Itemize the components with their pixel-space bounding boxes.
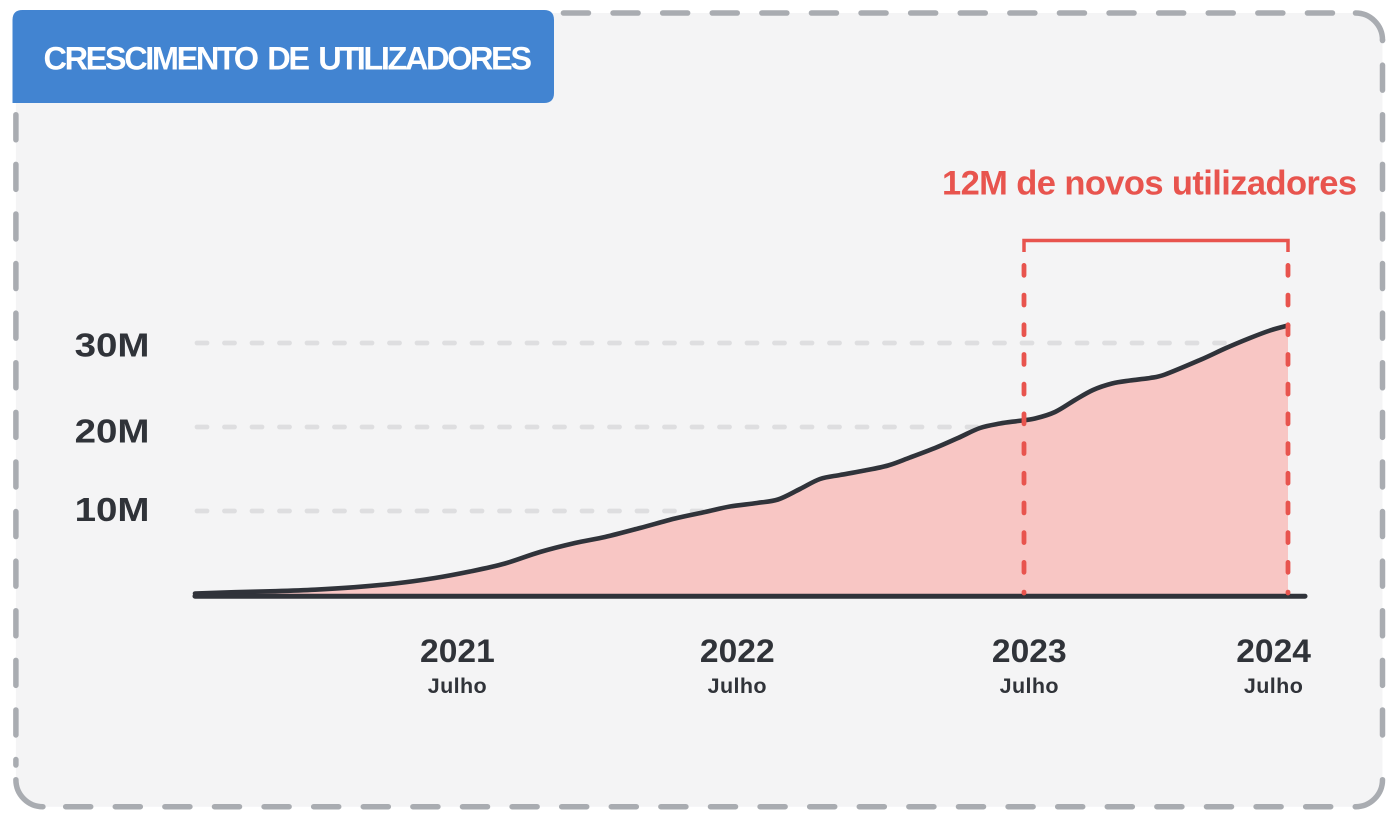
svg-text:Julho: Julho <box>428 674 487 698</box>
svg-text:2021: 2021 <box>420 633 495 669</box>
svg-text:2023: 2023 <box>992 633 1067 669</box>
svg-text:Julho: Julho <box>1244 674 1303 698</box>
svg-text:CRESCIMENTO DE UTILIZADORES: CRESCIMENTO DE UTILIZADORES <box>44 41 532 77</box>
svg-text:10M: 10M <box>75 490 150 528</box>
svg-text:Julho: Julho <box>1000 674 1059 698</box>
svg-text:2022: 2022 <box>700 633 775 669</box>
svg-text:12M de novos utilizadores: 12M de novos utilizadores <box>942 165 1356 203</box>
svg-text:Julho: Julho <box>708 674 767 698</box>
svg-text:2024: 2024 <box>1236 633 1311 669</box>
svg-text:30M: 30M <box>75 326 150 364</box>
svg-text:20M: 20M <box>75 412 150 450</box>
